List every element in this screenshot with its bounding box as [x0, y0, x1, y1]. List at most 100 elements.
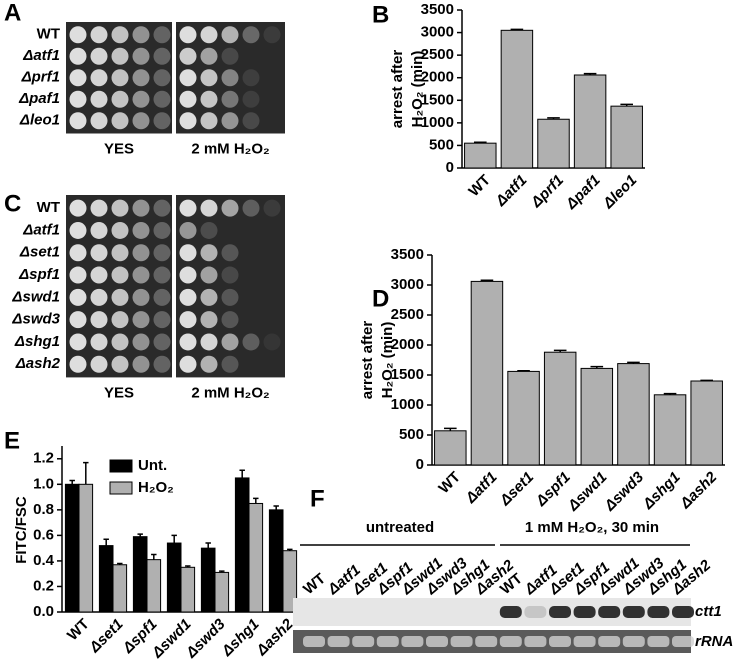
- y-tick-label: 0.4: [33, 552, 55, 569]
- probe-label: ctt1: [695, 603, 722, 620]
- bar: [112, 564, 128, 613]
- colony-spot: [153, 266, 171, 284]
- colony-spot: [111, 69, 129, 87]
- colony-spot: [200, 311, 218, 329]
- blot-band: [327, 636, 350, 647]
- error-bar: [583, 72, 597, 76]
- panel-letter: B: [372, 1, 389, 28]
- colony-spot: [90, 221, 108, 239]
- y-tick-label: 1.2: [33, 450, 54, 467]
- error-bar: [663, 392, 677, 395]
- legend-swatch: [109, 481, 133, 495]
- bar: [166, 542, 182, 613]
- bar: [464, 142, 497, 169]
- colony-spot: [179, 333, 197, 351]
- colony-spot: [111, 112, 129, 130]
- bar: [132, 536, 148, 613]
- y-tick-label: 3000: [391, 276, 424, 293]
- x-tick-label: WT: [64, 616, 93, 645]
- probe-label: rRNA: [695, 633, 733, 650]
- bar: [200, 547, 216, 613]
- colony-spot: [132, 199, 150, 217]
- y-tick-label: 0: [416, 456, 424, 473]
- x-tick-label: Δpaf1: [562, 172, 604, 214]
- error-bar: [137, 533, 143, 537]
- y-tick-label: 0.0: [33, 603, 54, 620]
- bar: [248, 502, 264, 613]
- error-bar: [273, 505, 279, 510]
- colony-spot: [179, 355, 197, 373]
- blot-band: [598, 606, 621, 618]
- colony-spot: [111, 311, 129, 329]
- colony-spot: [200, 47, 218, 65]
- y-tick-label: 1000: [391, 396, 424, 413]
- y-tick-label: 3500: [421, 1, 454, 18]
- panel-letter: C: [4, 190, 21, 217]
- y-tick-label: 1000: [421, 114, 454, 131]
- colony-spot: [69, 311, 87, 329]
- error-bar: [627, 361, 640, 364]
- legend-swatch: [109, 459, 133, 473]
- x-tick-label: Δatf1: [492, 172, 531, 211]
- colony-spot: [153, 199, 171, 217]
- colony-spot: [221, 69, 239, 87]
- colony-spot: [69, 288, 87, 306]
- colony-spot: [111, 355, 129, 373]
- colony-spot: [69, 26, 87, 44]
- blot-band: [499, 606, 522, 618]
- bar: [537, 118, 570, 169]
- blot-band: [475, 636, 498, 647]
- colony-spot: [153, 244, 171, 262]
- colony-spot: [200, 199, 218, 217]
- error-bar: [103, 538, 109, 546]
- y-tick-label: 1.0: [33, 475, 54, 492]
- strain-label: Δash2: [15, 355, 61, 372]
- colony-spot: [153, 221, 171, 239]
- group-label: untreated: [366, 519, 434, 536]
- colony-spot: [111, 90, 129, 108]
- bar: [617, 363, 650, 466]
- error-bar: [474, 141, 487, 144]
- colony-spot: [90, 112, 108, 130]
- colony-spot: [132, 26, 150, 44]
- y-axis-label: arrest after: [389, 50, 406, 129]
- colony-spot: [200, 69, 218, 87]
- colony-spot: [132, 221, 150, 239]
- colony-spot: [69, 69, 87, 87]
- error-bar: [553, 349, 567, 353]
- colony-spot: [242, 69, 260, 87]
- y-tick-label: 3000: [421, 24, 454, 41]
- error-bar: [69, 479, 75, 485]
- blot-band: [352, 636, 375, 647]
- condition-label: YES: [104, 140, 134, 157]
- colony-spot: [221, 112, 239, 130]
- blot-band: [303, 636, 325, 647]
- y-tick-label: 1500: [391, 366, 424, 383]
- condition-label: YES: [104, 384, 134, 401]
- colony-spot: [153, 355, 171, 373]
- colony-spot: [132, 69, 150, 87]
- colony-spot: [132, 244, 150, 262]
- blot-band: [450, 636, 473, 647]
- colony-spot: [179, 266, 197, 284]
- error-bar: [444, 427, 457, 431]
- x-tick-label: Δash2: [253, 615, 297, 659]
- colony-spot: [242, 199, 260, 217]
- panel-letter: E: [4, 427, 20, 454]
- colony-spot: [69, 266, 87, 284]
- strain-label: WT: [37, 26, 60, 43]
- colony-spot: [179, 69, 197, 87]
- colony-spot: [200, 266, 218, 284]
- x-tick-label: Δshg1: [218, 616, 263, 661]
- error-bar: [171, 534, 177, 544]
- colony-spot: [132, 333, 150, 351]
- colony-spot: [242, 333, 260, 351]
- colony-spot: [90, 199, 108, 217]
- strain-label: Δswd1: [11, 288, 60, 305]
- colony-spot: [132, 266, 150, 284]
- error-bar: [620, 103, 633, 107]
- colony-spot: [153, 90, 171, 108]
- x-tick-label: Δswd1: [564, 469, 610, 515]
- colony-spot: [69, 355, 87, 373]
- strain-label: Δpaf1: [18, 90, 60, 107]
